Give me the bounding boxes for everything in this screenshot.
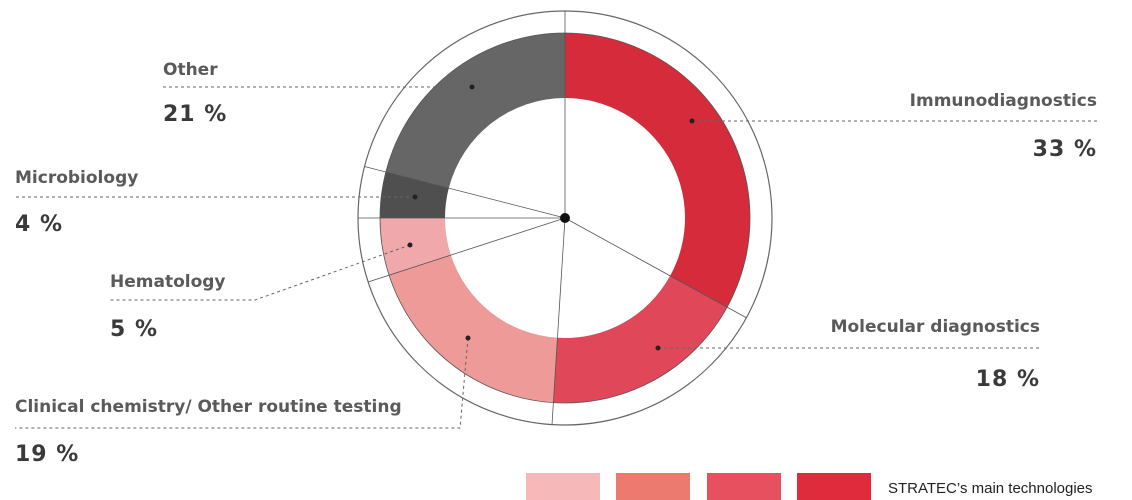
leader-dot [465, 335, 471, 341]
value-label: 4 % [15, 212, 63, 237]
leader-dot [655, 345, 661, 351]
legend-swatch [616, 473, 690, 500]
donut-segment [385, 33, 565, 189]
leader-dot [689, 118, 695, 124]
divider [368, 217, 566, 283]
category-label: Molecular diagnostics [831, 317, 1040, 337]
category-label: Immunodiagnostics [910, 91, 1097, 111]
category-label: Clinical chemistry/ Other routine testin… [15, 397, 402, 417]
value-label: 33 % [1033, 137, 1097, 162]
leader-line [15, 337, 469, 429]
divider [564, 217, 747, 319]
value-label: 5 % [110, 317, 158, 342]
donut-segment [553, 275, 728, 403]
leader-line [110, 244, 411, 301]
leader-dot [407, 242, 413, 248]
donut-segment [380, 218, 451, 276]
value-label: 21 % [163, 102, 227, 127]
leader-dot [412, 194, 418, 200]
category-label: Microbiology [15, 168, 138, 188]
divider [364, 166, 566, 219]
donut-segment [389, 255, 558, 403]
legend-label: STRATEC’s main technologies [888, 480, 1093, 497]
category-label: Other [163, 60, 218, 80]
center-dot [560, 213, 570, 223]
divider [551, 217, 566, 425]
category-label: Hematology [110, 272, 226, 292]
leader-dot [469, 84, 475, 90]
donut-segment [565, 33, 751, 308]
legend-swatch [707, 473, 781, 500]
legend-swatch [526, 473, 600, 500]
legend-swatch [797, 473, 871, 500]
value-label: 19 % [15, 442, 79, 467]
value-label: 18 % [976, 367, 1040, 392]
